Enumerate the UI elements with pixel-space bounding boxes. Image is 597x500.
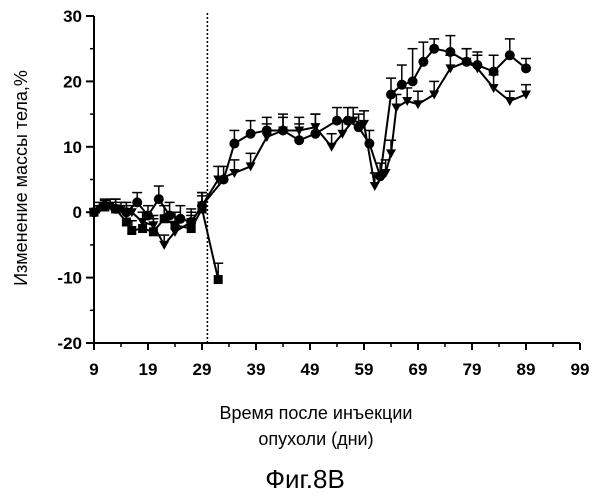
data-point-triangle <box>505 97 515 106</box>
x-axis-label-line1: Время после инъекции <box>220 403 413 423</box>
data-point-circle <box>121 207 131 217</box>
data-point-circle <box>418 57 428 67</box>
data-point-circle <box>262 125 272 135</box>
y-tick-label: 30 <box>63 7 82 26</box>
data-point-square <box>214 275 223 284</box>
data-point-square <box>127 226 136 235</box>
data-point-triangle <box>370 182 380 191</box>
data-point-triangle <box>413 100 423 109</box>
x-tick-label: 89 <box>517 360 536 379</box>
data-point-triangle <box>391 104 401 113</box>
data-point-circle <box>100 201 110 211</box>
data-point-triangle <box>159 241 169 250</box>
data-point-circle <box>310 129 320 139</box>
data-point-circle <box>472 60 482 70</box>
y-tick-label: 0 <box>73 203 82 222</box>
data-point-circle <box>354 122 364 132</box>
x-tick-label: 79 <box>463 360 482 379</box>
data-point-circle <box>294 135 304 145</box>
data-point-circle <box>143 210 153 220</box>
data-point-triangle <box>386 149 396 158</box>
data-point-circle <box>229 139 239 149</box>
x-tick-label: 59 <box>355 360 374 379</box>
y-tick-label: 10 <box>63 138 82 157</box>
chart-marks <box>89 36 531 284</box>
data-point-circle <box>175 214 185 224</box>
data-point-circle <box>386 89 396 99</box>
x-axis-label-line2: опухоли (дни) <box>258 429 373 449</box>
data-point-circle <box>278 125 288 135</box>
data-point-circle <box>375 171 385 181</box>
x-tick-label: 19 <box>139 360 158 379</box>
data-point-circle <box>429 44 439 54</box>
data-point-circle <box>364 139 374 149</box>
x-tick-label: 9 <box>89 360 98 379</box>
data-point-circle <box>154 194 164 204</box>
y-tick-label: 20 <box>63 72 82 91</box>
data-point-circle <box>521 63 531 73</box>
data-point-circle <box>462 57 472 67</box>
data-point-circle <box>132 197 142 207</box>
x-tick-label: 69 <box>409 360 428 379</box>
x-tick-label: 49 <box>301 360 320 379</box>
data-point-circle <box>246 129 256 139</box>
data-point-triangle <box>327 143 337 152</box>
series-line-triangle-down <box>94 62 526 245</box>
x-tick-label: 29 <box>193 360 212 379</box>
data-point-circle <box>197 201 207 211</box>
x-tick-label: 99 <box>571 360 590 379</box>
figure-caption: Фиг.8В <box>265 464 345 494</box>
data-point-circle <box>408 76 418 86</box>
data-point-circle <box>489 67 499 77</box>
x-tick-label: 39 <box>247 360 266 379</box>
data-point-circle <box>219 175 229 185</box>
data-point-circle <box>445 47 455 57</box>
chart-axes <box>86 12 580 350</box>
data-point-circle <box>332 116 342 126</box>
data-point-circle <box>397 80 407 90</box>
y-axis-label: Изменение массы тела,% <box>11 70 31 286</box>
data-point-square <box>122 218 131 227</box>
series-line-square <box>94 207 218 280</box>
y-tick-label: -20 <box>57 334 82 353</box>
data-point-circle <box>505 50 515 60</box>
y-tick-label: -10 <box>57 269 82 288</box>
data-point-circle <box>165 210 175 220</box>
data-point-circle <box>186 217 196 227</box>
data-point-circle <box>343 116 353 126</box>
data-point-circle <box>111 204 121 214</box>
data-point-triangle <box>429 90 439 99</box>
data-point-triangle <box>445 64 455 73</box>
